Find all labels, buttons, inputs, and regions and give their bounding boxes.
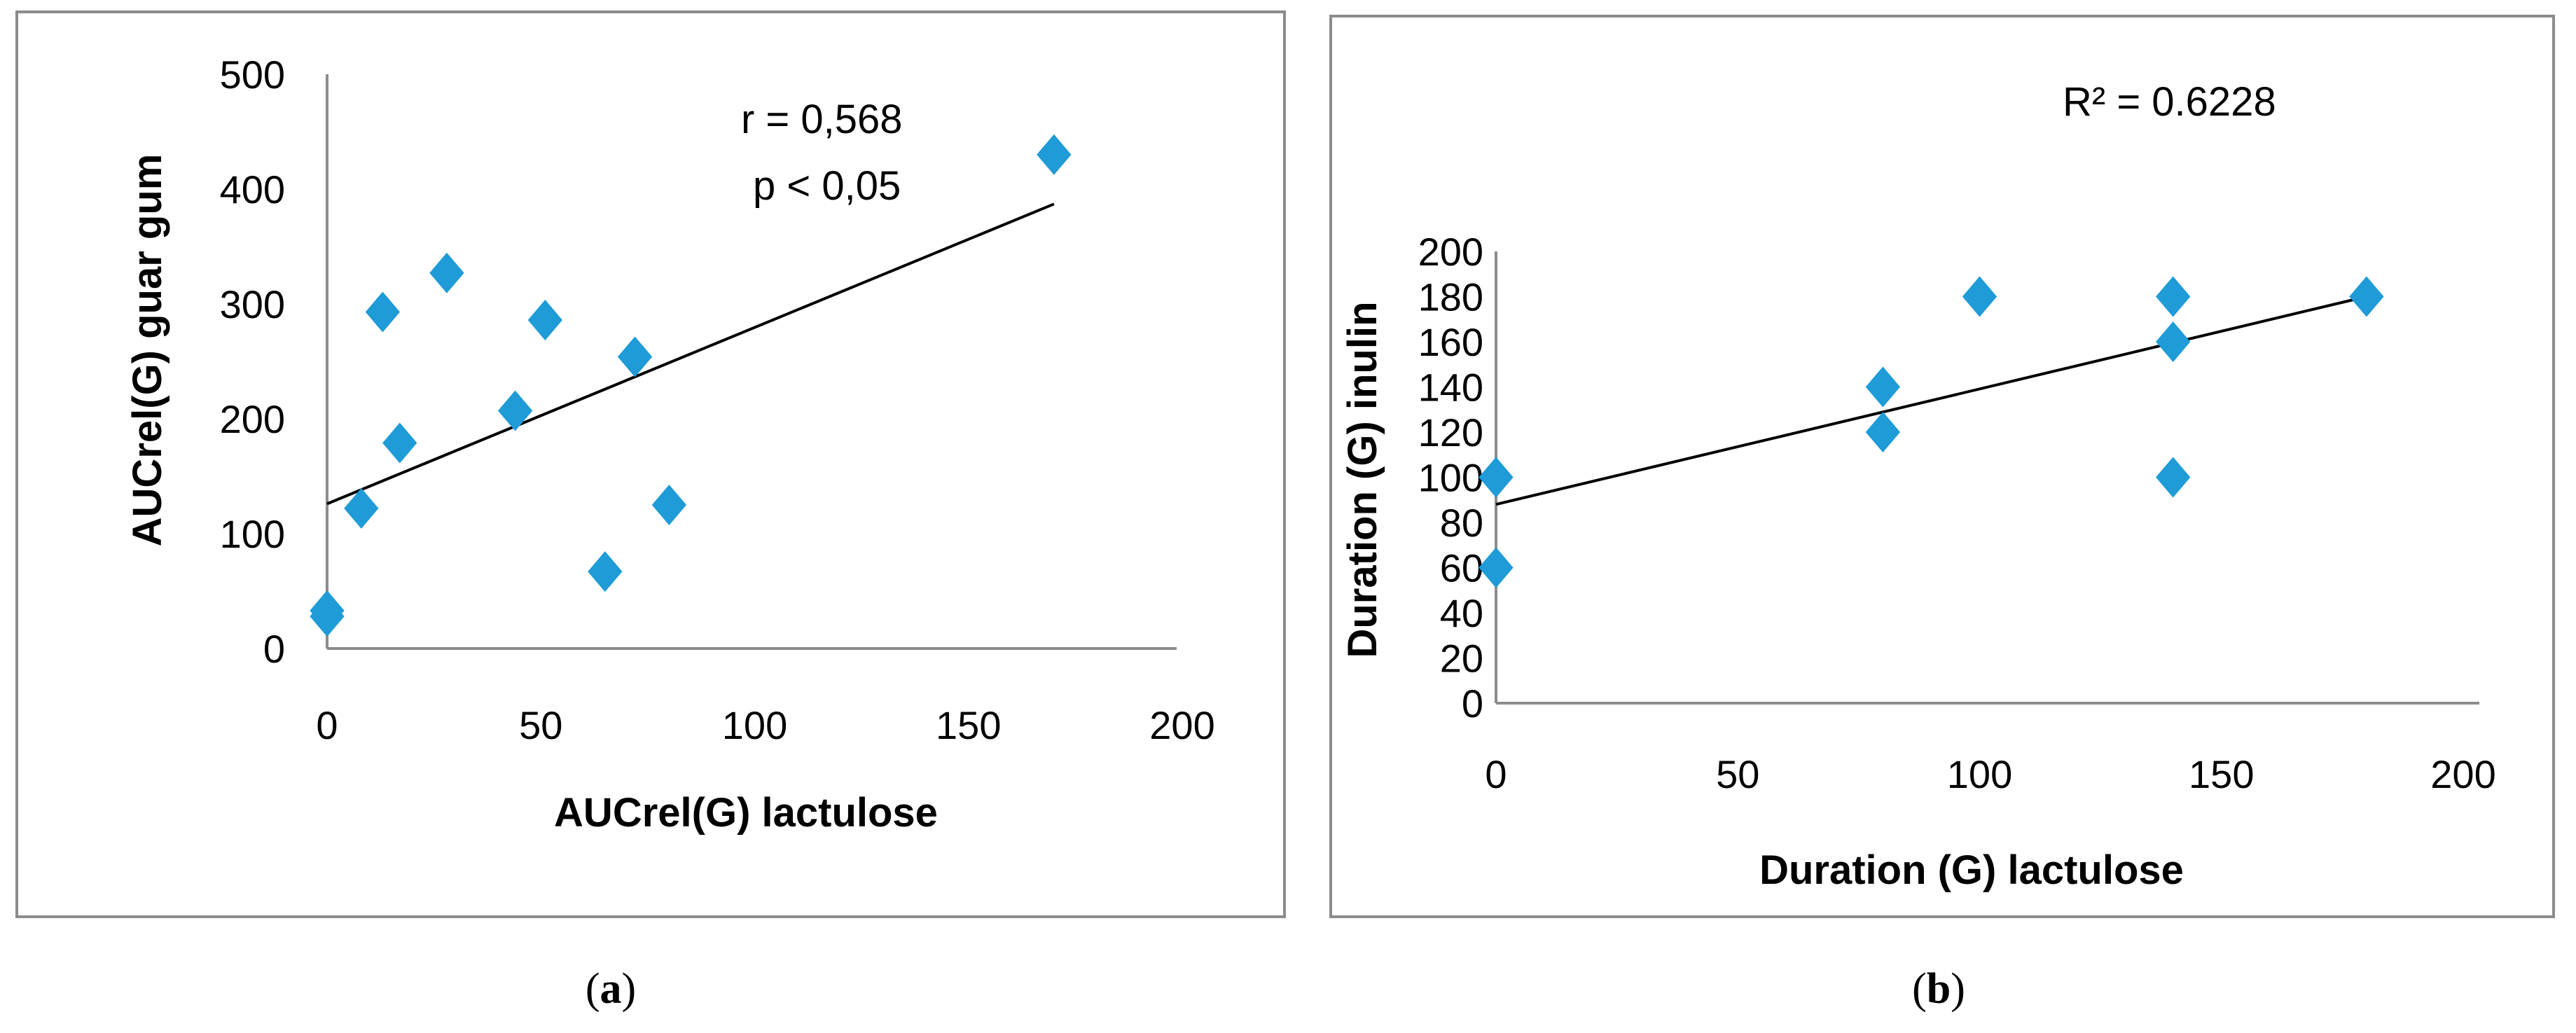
pb-y-tick-label: 100 [1418, 456, 1483, 500]
pa-data-point [617, 336, 653, 377]
pb-data-point [2156, 321, 2191, 362]
pb-data-point [1865, 366, 1901, 408]
pb-data-point [1479, 457, 1514, 498]
pa-data-point [497, 390, 533, 431]
pa-data-point [382, 422, 417, 464]
pa-trendline [326, 202, 1055, 506]
pb-data-point [2349, 276, 2384, 317]
panel-b: 0 50 100 150 200020406080100120140160180200 … [1329, 15, 2555, 1013]
panel-a-frame [15, 11, 1286, 918]
pb-x-tick-label: 100 [1947, 752, 2012, 796]
pb-data-point [1865, 412, 1901, 452]
pb-y-tick-label: 60 [1440, 546, 1483, 590]
pb-x-tick-label: 150 [2189, 752, 2254, 796]
pb-y-tick-label: 20 [1440, 637, 1483, 681]
panel-b-caption: (b) [1912, 965, 1965, 1013]
pa-data-point [310, 596, 345, 637]
panel-a-caption: (a) [586, 965, 636, 1013]
panel-b-y-axis-title: Duration (G) inulin [1340, 301, 1385, 658]
pa-data-point [344, 487, 379, 529]
pa-y-tick-label: 0 [263, 627, 285, 671]
pa-y-tick-label: 100 [220, 512, 285, 556]
pb-y-tick-label: 180 [1418, 275, 1483, 319]
pb-data-point [2156, 457, 2191, 498]
pa-data-point [365, 291, 401, 333]
pa-x-tick-label: 100 [722, 703, 787, 747]
pa-x-tick-label: 0 [316, 703, 338, 747]
panel-b-annotation-r2: R² = 0.6228 [2063, 79, 2276, 125]
pb-x-tick-label: 200 [2430, 752, 2495, 796]
pa-y-tick-label: 300 [220, 282, 285, 326]
pb-trendline [1495, 295, 2367, 506]
pb-data-point [1962, 276, 1997, 317]
pa-y-tick-label: 500 [220, 53, 285, 97]
pa-x-tick-label: 150 [936, 703, 1001, 747]
pb-y-tick-label: 160 [1418, 320, 1483, 364]
pb-data-point [1479, 547, 1514, 588]
pb-y-tick-label: 140 [1418, 366, 1483, 410]
pa-x-tick-label: 50 [519, 703, 562, 747]
pb-y-tick-label: 80 [1440, 501, 1483, 545]
panel-a-x-axis-title: AUCrel(G) lactulose [554, 790, 938, 836]
panel-a-annotation-r: r = 0,568 [741, 97, 903, 142]
pa-y-tick-label: 200 [220, 397, 285, 441]
pb-y-tick-label: 0 [1462, 681, 1483, 726]
panel-a-y-axis-title: AUCrel(G) guar gum [125, 154, 170, 547]
pb-x-tick-label: 0 [1485, 752, 1507, 796]
panel-b-x-axis-title: Duration (G) lactulose [1759, 847, 2184, 893]
panel-b-frame [1329, 15, 2555, 918]
pa-data-point [588, 551, 623, 592]
pa-data-point [527, 299, 563, 340]
panel-a: 0 50 100 150 200 0 100 200 300 400 500 r = 0,568 p… [15, 11, 1286, 1013]
pb-y-tick-label: 40 [1440, 591, 1483, 635]
pb-y-tick-label: 200 [1418, 230, 1483, 274]
pa-data-point [1037, 134, 1072, 175]
pb-data-point [2156, 276, 2191, 317]
panel-a-annotation-p: p < 0,05 [753, 163, 901, 209]
pa-y-tick-label: 400 [220, 167, 285, 212]
pa-data-point [429, 252, 464, 293]
pa-data-point [651, 485, 687, 525]
pa-x-tick-label: 200 [1149, 703, 1214, 747]
pb-x-tick-label: 50 [1716, 752, 1759, 796]
pb-y-tick-label: 120 [1418, 410, 1483, 455]
